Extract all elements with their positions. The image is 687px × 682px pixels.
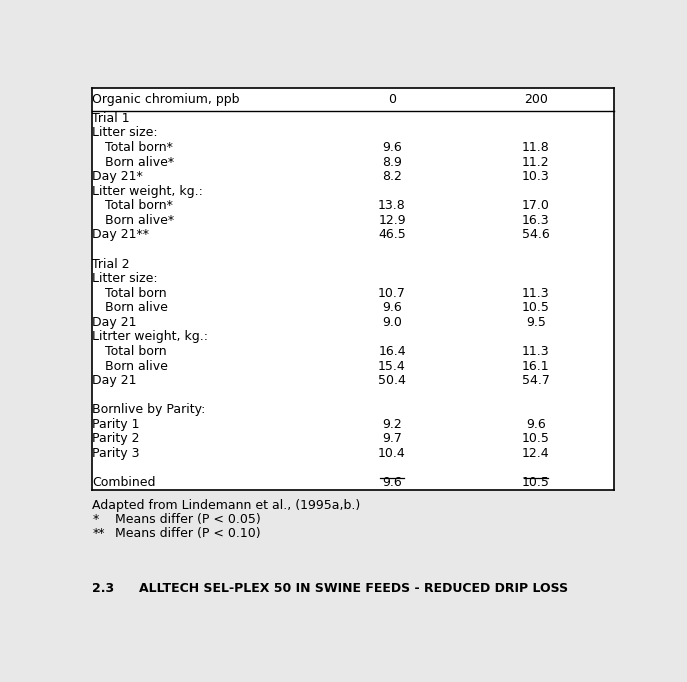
Text: 9.6: 9.6 bbox=[526, 418, 545, 431]
Text: Parity 3: Parity 3 bbox=[92, 447, 139, 460]
Text: 11.3: 11.3 bbox=[522, 345, 550, 358]
Text: Born alive: Born alive bbox=[104, 359, 168, 372]
Text: *: * bbox=[92, 513, 98, 526]
Text: 54.6: 54.6 bbox=[522, 228, 550, 241]
Text: Bornlive by Parity:: Bornlive by Parity: bbox=[92, 403, 205, 416]
Text: Born alive*: Born alive* bbox=[104, 155, 174, 168]
Text: 11.2: 11.2 bbox=[522, 155, 550, 168]
Text: 10.5: 10.5 bbox=[522, 432, 550, 445]
Text: Organic chromium, ppb: Organic chromium, ppb bbox=[92, 93, 240, 106]
Text: 2.3: 2.3 bbox=[92, 582, 115, 595]
Text: Born alive*: Born alive* bbox=[104, 214, 174, 227]
Text: 13.8: 13.8 bbox=[378, 199, 406, 212]
Text: Born alive: Born alive bbox=[104, 301, 168, 314]
Text: 0: 0 bbox=[388, 93, 396, 106]
Text: 16.1: 16.1 bbox=[522, 359, 550, 372]
Text: 16.4: 16.4 bbox=[379, 345, 406, 358]
Text: 10.3: 10.3 bbox=[522, 170, 550, 183]
Text: 16.3: 16.3 bbox=[522, 214, 550, 227]
Text: Means differ (P < 0.05): Means differ (P < 0.05) bbox=[115, 513, 261, 526]
Text: ALLTECH SEL-PLEX 50 IN SWINE FEEDS - REDUCED DRIP LOSS: ALLTECH SEL-PLEX 50 IN SWINE FEEDS - RED… bbox=[139, 582, 568, 595]
Text: Parity 1: Parity 1 bbox=[92, 418, 139, 431]
Text: 10.7: 10.7 bbox=[378, 286, 406, 299]
Text: Total born*: Total born* bbox=[104, 199, 172, 212]
Text: 11.8: 11.8 bbox=[522, 141, 550, 154]
Text: 9.6: 9.6 bbox=[382, 301, 402, 314]
Bar bbox=[92, 88, 614, 490]
Text: 8.9: 8.9 bbox=[382, 155, 402, 168]
Text: 9.0: 9.0 bbox=[382, 316, 402, 329]
Text: Total born: Total born bbox=[104, 345, 166, 358]
Text: Litter weight, kg.:: Litter weight, kg.: bbox=[92, 185, 203, 198]
Text: Day 21: Day 21 bbox=[92, 374, 137, 387]
Text: 11.3: 11.3 bbox=[522, 286, 550, 299]
Text: Day 21*: Day 21* bbox=[92, 170, 143, 183]
Text: 9.6: 9.6 bbox=[382, 141, 402, 154]
Text: 17.0: 17.0 bbox=[522, 199, 550, 212]
Text: Litter size:: Litter size: bbox=[92, 126, 158, 139]
Text: Day 21**: Day 21** bbox=[92, 228, 149, 241]
Text: 46.5: 46.5 bbox=[378, 228, 406, 241]
Text: 12.4: 12.4 bbox=[522, 447, 550, 460]
Text: Parity 2: Parity 2 bbox=[92, 432, 139, 445]
Text: 10.5: 10.5 bbox=[522, 301, 550, 314]
Text: Total born: Total born bbox=[104, 286, 166, 299]
Text: Litrter weight, kg.:: Litrter weight, kg.: bbox=[92, 331, 208, 344]
Text: 15.4: 15.4 bbox=[378, 359, 406, 372]
Text: 54.7: 54.7 bbox=[522, 374, 550, 387]
Text: Trial 2: Trial 2 bbox=[92, 258, 130, 271]
Text: Total born*: Total born* bbox=[104, 141, 172, 154]
Text: Adapted from Lindemann et al., (1995a,b.): Adapted from Lindemann et al., (1995a,b.… bbox=[92, 499, 361, 512]
Text: 8.2: 8.2 bbox=[382, 170, 402, 183]
Text: 9.5: 9.5 bbox=[526, 316, 545, 329]
Text: Means differ (P < 0.10): Means differ (P < 0.10) bbox=[115, 527, 261, 540]
Text: Trial 1: Trial 1 bbox=[92, 112, 130, 125]
Text: 10.5: 10.5 bbox=[522, 476, 550, 489]
Text: 10.4: 10.4 bbox=[378, 447, 406, 460]
Text: 9.6: 9.6 bbox=[382, 476, 402, 489]
Text: 9.7: 9.7 bbox=[382, 432, 402, 445]
Text: **: ** bbox=[92, 527, 104, 540]
Text: Combined: Combined bbox=[92, 476, 156, 489]
Text: Day 21: Day 21 bbox=[92, 316, 137, 329]
Text: Litter size:: Litter size: bbox=[92, 272, 158, 285]
Text: 200: 200 bbox=[523, 93, 548, 106]
Text: 12.9: 12.9 bbox=[379, 214, 406, 227]
Text: 50.4: 50.4 bbox=[378, 374, 406, 387]
Text: 9.2: 9.2 bbox=[382, 418, 402, 431]
